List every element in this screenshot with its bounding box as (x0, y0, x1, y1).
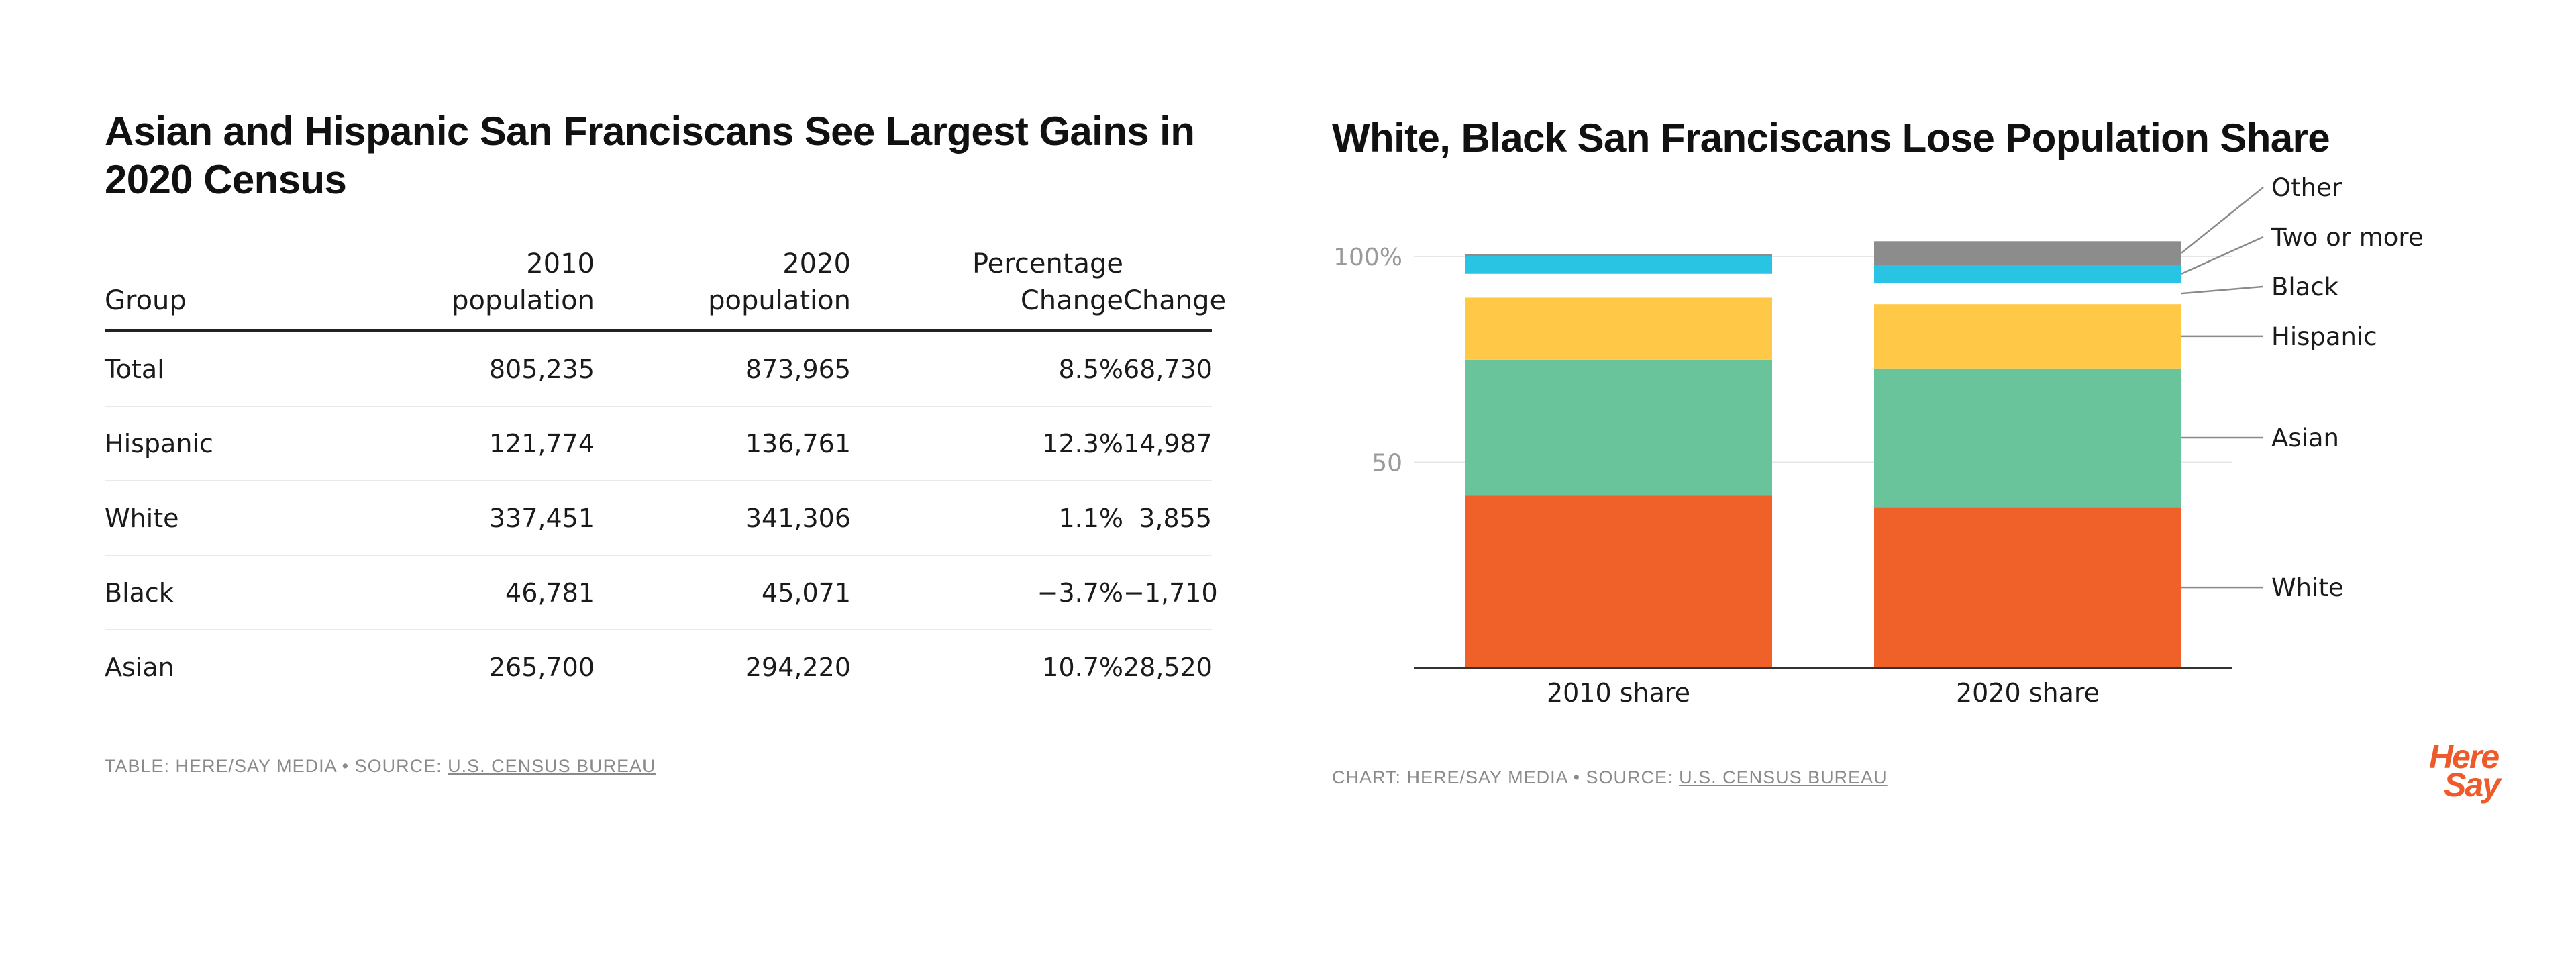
cell-group: White (105, 481, 306, 556)
cell-percentage-change: 1.1% (851, 481, 1123, 556)
logo-line-1: Here (2429, 738, 2500, 775)
table-row: White 337,451 341,306 1.1% 3,855 (105, 481, 1212, 556)
series-label: Two or more (2271, 223, 2424, 252)
bar-segment-hispanic (1874, 304, 2181, 369)
series-label: Hispanic (2271, 322, 2377, 351)
series-label: Asian (2271, 424, 2339, 452)
table-source-note: TABLE: HERE/SAY MEDIA • SOURCE: U.S. CEN… (105, 756, 656, 777)
bar-segment-black (1874, 283, 2181, 305)
bar-segment-black (1465, 273, 1772, 298)
here-say-logo: Here Say (2429, 740, 2503, 804)
chart-title: White, Black San Franciscans Lose Popula… (1332, 115, 2330, 160)
bar-segment-hispanic (1465, 297, 1772, 360)
cell-2020-population: 45,071 (595, 555, 851, 630)
table-panel: Asian and Hispanic San Franciscans See L… (105, 107, 1226, 704)
cell-2010-population: 337,451 (306, 481, 595, 556)
column-header-percentage-change: Percentage Change (851, 246, 1123, 332)
cell-2020-population: 873,965 (595, 330, 851, 407)
cell-change: 3,855 (1123, 481, 1212, 556)
cell-2020-population: 294,220 (745, 652, 851, 682)
cell-2010-population: 265,700 (488, 652, 595, 682)
bar-segment-two-or-more (1465, 256, 1772, 274)
cell-percentage-change: 10.7% (1042, 652, 1123, 682)
column-header-2020-population: 2020 population (595, 246, 851, 332)
table-title: Asian and Hispanic San Franciscans See L… (105, 109, 1195, 202)
series-label: White (2271, 573, 2344, 602)
leader-line (2181, 186, 2264, 254)
chart-source-link[interactable]: U.S. CENSUS BUREAU (1679, 767, 1888, 788)
logo-line-2: Say (2444, 766, 2501, 804)
column-header-group: Group (105, 246, 306, 332)
bar-segment-two-or-more (1874, 265, 2181, 283)
cell-percentage-change: −3.7% (851, 555, 1123, 630)
y-tick-label: 100% (1333, 244, 1402, 271)
bar-segment-other (1465, 254, 1772, 256)
table-row: Hispanic 121,774 136,761 12.3% 14,987 (105, 406, 1213, 481)
cell-group: Hispanic (105, 406, 306, 481)
cell-2010-population: 805,235 (306, 330, 595, 407)
cell-percentage-change: 8.5% (851, 330, 1123, 407)
series-label: Black (2271, 273, 2339, 301)
leader-line (2181, 285, 2264, 295)
bar-segment-white (1465, 495, 1772, 668)
column-header-change: Change (1123, 246, 1226, 332)
table-row: Black 46,781 45,071 −3.7% −1,710 (105, 555, 1218, 630)
cell-change: −1,710 (1123, 555, 1218, 630)
bar-segment-other (1874, 241, 2181, 265)
cell-change: 68,730 (1123, 330, 1213, 407)
census-table: Group 2010 population 2020 population Pe… (105, 246, 1226, 704)
series-label: Other (2271, 173, 2342, 202)
table-row: Asian 265,700 294,220 10.7% 28,520 (105, 630, 1213, 704)
cell-percentage-change: 12.3% (851, 406, 1123, 481)
cell-2010-population: 121,774 (306, 406, 595, 481)
cell-change: 28,520 (1123, 652, 1213, 682)
bar-segment-asian (1465, 359, 1772, 496)
y-tick-label: 50 (1372, 450, 1402, 477)
chart-source-note: CHART: HERE/SAY MEDIA • SOURCE: U.S. CEN… (1332, 767, 1888, 788)
bar-segment-asian (1874, 368, 2181, 508)
cell-2010-population: 46,781 (306, 555, 595, 630)
x-tick-label: 2010 share (1547, 678, 1690, 708)
cell-group: Total (105, 330, 306, 407)
cell-change: 14,987 (1123, 406, 1213, 481)
leader-line (2181, 236, 2264, 275)
table-source-link[interactable]: U.S. CENSUS BUREAU (448, 756, 656, 776)
table-source-prefix: TABLE: HERE/SAY MEDIA • SOURCE: (105, 756, 448, 776)
cell-group: Black (105, 555, 306, 630)
cell-group: Asian (105, 652, 174, 682)
cell-2020-population: 136,761 (595, 406, 851, 481)
x-tick-label: 2020 share (1956, 678, 2100, 708)
cell-2020-population: 341,306 (595, 481, 851, 556)
chart-source-prefix: CHART: HERE/SAY MEDIA • SOURCE: (1332, 767, 1680, 788)
column-header-2010-population: 2010 population (306, 246, 595, 332)
table-header-row: Group 2010 population 2020 population Pe… (105, 246, 1226, 332)
bar-segment-white (1874, 507, 2181, 668)
table-row: Total 805,235 873,965 8.5% 68,730 (105, 330, 1213, 407)
